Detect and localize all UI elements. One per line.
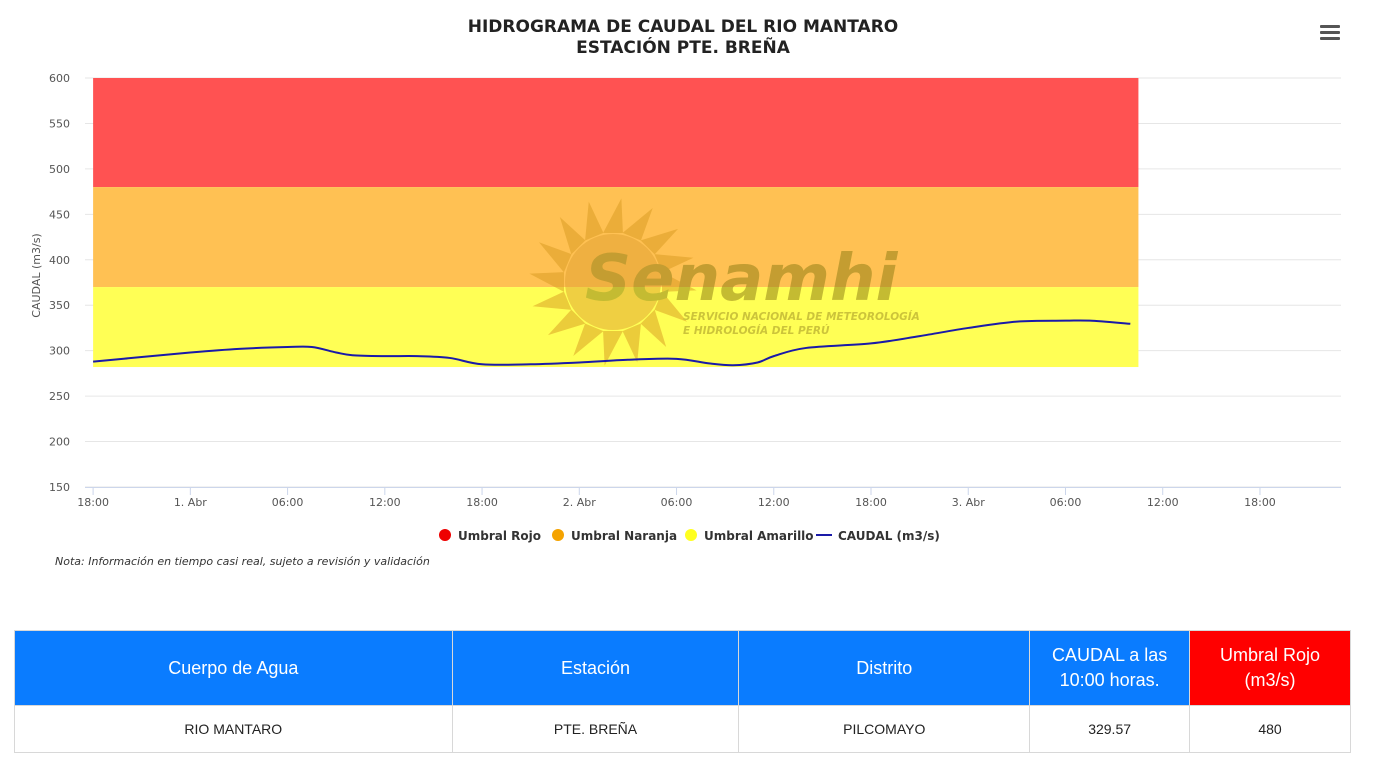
y-tick-label: 350 (49, 299, 70, 312)
sun-ray-shape (529, 272, 564, 292)
y-tick-label: 250 (49, 390, 70, 403)
y-tick-label: 400 (49, 254, 70, 267)
x-tick-label: 18:00 (1244, 496, 1276, 509)
x-tick-label: 06:00 (1050, 496, 1082, 509)
x-tick-label: 1. Abr (174, 496, 207, 509)
y-tick-label: 150 (49, 481, 70, 494)
y-tick-label: 450 (49, 208, 70, 221)
legend-marker (439, 529, 451, 541)
chart-subtitle: ESTACIÓN PTE. BREÑA (576, 38, 790, 58)
x-tick-label: 06:00 (661, 496, 693, 509)
watermark-subtitle: SERVICIO NACIONAL DE METEOROLOGÍA (683, 310, 920, 323)
y-tick-label: 300 (49, 345, 70, 358)
x-tick-label: 18:00 (77, 496, 109, 509)
station-table: Cuerpo de Agua Estación Distrito CAUDAL … (14, 630, 1351, 753)
watermark-brand: Senamhi (585, 242, 899, 316)
legend-label: Umbral Naranja (571, 529, 677, 543)
legend-marker (552, 529, 564, 541)
watermark-subtitle: E HIDROLOGÍA DEL PERÚ (683, 324, 830, 337)
cell-umbral-rojo: 480 (1189, 705, 1351, 753)
sun-ray-shape (547, 309, 586, 336)
sun-ray-shape (640, 228, 679, 255)
chart-title: HIDROGRAMA DE CAUDAL DEL RIO MANTARO (467, 17, 899, 37)
header-caudal: CAUDAL a las 10:00 horas. (1029, 630, 1191, 706)
sun-ray-shape (538, 242, 572, 273)
chart-note: Nota: Información en tiempo casi real, s… (55, 555, 430, 568)
y-tick-label: 500 (49, 163, 70, 176)
y-tick-label: 550 (49, 117, 70, 130)
sun-ray-shape (532, 291, 572, 310)
sun-ray-shape (573, 323, 604, 357)
y-tick-label: 600 (49, 72, 70, 85)
chart-svg: 150 200 250 300 350 400 450 500 550 600 SenamhiSER… (30, 72, 1341, 543)
legend-marker (685, 529, 697, 541)
header-distrito: Distrito (738, 630, 1031, 706)
threshold-band-umbral-rojo (93, 78, 1139, 188)
cell-estacion: PTE. BREÑA (451, 705, 740, 753)
cell-distrito: PILCOMAYO (738, 705, 1031, 753)
table-header-row: Cuerpo de Agua Estación Distrito CAUDAL … (14, 630, 1351, 706)
hamburger-menu-icon[interactable] (1318, 22, 1342, 42)
sun-disc-shape (565, 234, 661, 330)
series-line-caudal (93, 319, 1131, 367)
cell-caudal: 329.57 (1029, 705, 1191, 753)
header-estacion: Estación (451, 630, 740, 706)
sun-ray-shape (603, 198, 623, 233)
hydrograph-chart: HIDROGRAMA DE CAUDAL DEL RIO MANTARO EST… (30, 17, 1342, 568)
x-tick-label: 2. Abr (563, 496, 596, 509)
sun-ray-shape (640, 309, 667, 348)
y-tick-label: 200 (49, 436, 70, 449)
header-cuerpo-de-agua: Cuerpo de Agua (14, 630, 453, 706)
sun-ray-shape (559, 216, 586, 255)
cell-cuerpo-de-agua: RIO MANTARO (14, 705, 453, 753)
legend-label: Umbral Rojo (458, 529, 541, 543)
legend-label: CAUDAL (m3/s) (838, 529, 940, 543)
x-tick-label: 3. Abr (952, 496, 985, 509)
sun-ray-shape (585, 201, 604, 241)
x-tick-label: 12:00 (758, 496, 790, 509)
x-tick-label: 12:00 (1147, 496, 1179, 509)
y-axis-title: CAUDAL (m3/s) (30, 233, 43, 317)
sun-ray-shape (622, 207, 653, 241)
x-tick-label: 12:00 (369, 496, 401, 509)
table-row: RIO MANTARO PTE. BREÑA PILCOMAYO 329.57 … (14, 705, 1351, 753)
x-tick-label: 18:00 (855, 496, 887, 509)
sun-ray-shape (622, 323, 641, 363)
header-umbral-rojo: Umbral Rojo (m3/s) (1189, 630, 1351, 706)
sun-ray-shape (603, 331, 623, 366)
sun-ray-shape (662, 272, 697, 292)
sun-ray-shape (654, 254, 694, 273)
x-tick-label: 06:00 (272, 496, 304, 509)
x-tick-label: 18:00 (466, 496, 498, 509)
legend-label: Umbral Amarillo (704, 529, 814, 543)
sun-ray-shape (654, 291, 688, 322)
